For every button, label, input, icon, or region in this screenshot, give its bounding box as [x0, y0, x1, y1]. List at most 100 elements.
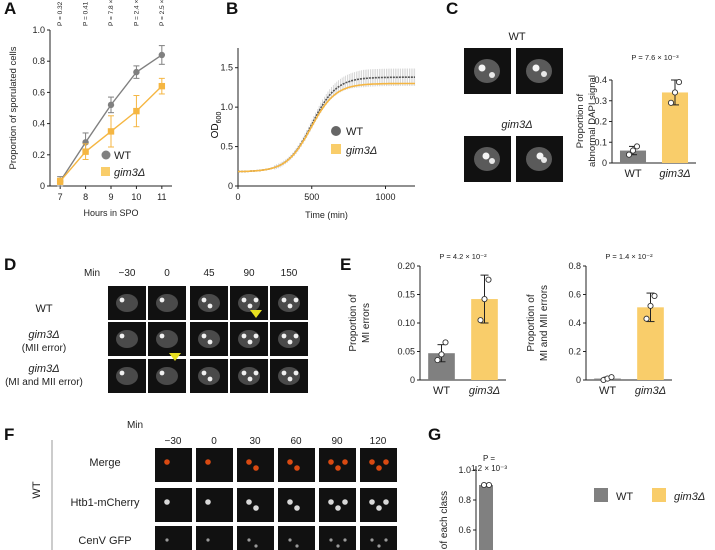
legend-marker-wt — [594, 488, 608, 502]
data-point — [107, 101, 115, 109]
micrograph-tile — [196, 448, 233, 482]
signal-spot — [328, 499, 334, 505]
panel-c-chart: 0 0.1 0.2 0.3 0.4 WT gim3Δ P = 7.6 × 10⁻³ Propor… — [464, 31, 696, 182]
y-tick-label: 0.8 — [458, 495, 471, 505]
x-tick-label: WT — [433, 385, 450, 397]
micrograph-tile — [319, 488, 356, 522]
nucleus-spot — [241, 333, 247, 339]
p-value-label: P = 4.2 × 10⁻² — [439, 252, 487, 261]
replicate-point — [485, 481, 493, 489]
signal-spot — [165, 538, 169, 542]
x-axis-label: Time (min) — [305, 210, 348, 220]
y-axis-label-line2: MI errors — [361, 303, 372, 343]
y-tick-label: 0.4 — [594, 75, 607, 85]
micrograph-tile — [360, 448, 397, 482]
cell-body — [156, 330, 178, 348]
nucleus-spot — [287, 303, 293, 309]
panel-e2-chart: 0 0.2 0.4 0.6 0.8 WT gim3Δ P = 1.4 × 10⁻² Propor… — [526, 252, 672, 397]
timepoint-label: 150 — [281, 268, 298, 279]
panel-e1-chart: 0 0.05 0.10 0.15 0.20 WT gim3Δ P = 4.2 × 10⁻² Pr… — [348, 252, 506, 397]
y-axis-label: OD600 — [210, 112, 223, 139]
y-tick-label: 0.8 — [568, 261, 581, 271]
nucleus-spot — [159, 333, 165, 339]
timepoint-label: 90 — [331, 436, 343, 447]
signal-spot — [335, 505, 341, 511]
nucleus-spot — [159, 297, 165, 303]
x-tick-label: 1000 — [375, 192, 395, 202]
nucleus-spot — [207, 339, 213, 345]
y-tick-label: 0.05 — [397, 347, 415, 357]
nucleus-spot — [159, 370, 165, 376]
cell-body — [526, 59, 552, 83]
nucleus-spot — [541, 157, 547, 163]
replicate-point — [633, 143, 641, 150]
nucleus-spot — [293, 370, 299, 376]
y-axis-label-line1: Proportion of — [526, 294, 537, 351]
nucleus-spot — [478, 64, 486, 72]
nucleus-spot — [247, 303, 253, 309]
data-point — [107, 128, 115, 135]
nucleus-spot — [536, 152, 544, 160]
p-value-line1: P = — [483, 454, 495, 463]
y-tick-label: 0.4 — [568, 318, 581, 328]
replicate-point — [651, 292, 658, 299]
nucleus-spot — [201, 370, 207, 376]
replicate-point — [477, 317, 484, 324]
nucleus-spot — [119, 333, 125, 339]
cell-body — [156, 367, 178, 385]
data-point — [158, 51, 166, 59]
cell-body — [198, 367, 220, 385]
nucleus-spot — [489, 72, 495, 78]
replicate-point — [434, 356, 441, 364]
nucleus-spot — [207, 303, 213, 309]
row-label-1: Htb1-mCherry — [70, 497, 140, 509]
legend-label-gim3: gim3Δ — [114, 167, 145, 179]
x-tick-label: WT — [599, 385, 616, 397]
replicate-point — [675, 79, 683, 86]
signal-spot — [376, 505, 382, 511]
micrograph-tile — [155, 448, 192, 482]
replicate-point — [480, 481, 488, 489]
timepoint-label: 30 — [249, 436, 261, 447]
signal-spot — [254, 544, 258, 548]
signal-spot — [287, 459, 293, 465]
y-tick-label: 0.2 — [32, 150, 45, 160]
legend-label-wt: WT — [346, 126, 363, 138]
nucleus-spot — [201, 297, 207, 303]
x-tick-label: 7 — [58, 192, 63, 202]
replicate-point — [667, 99, 675, 106]
min-label: Min — [127, 420, 143, 431]
row-label-mi-mii-error: (MI and MII error) — [5, 377, 83, 388]
cell-body — [116, 367, 138, 385]
signal-spot — [206, 538, 210, 542]
micrograph-tile — [155, 488, 192, 522]
panel-g-chart: 0.6 0.8 1.0 P =1.2 × 10⁻³ of each class WT gim… — [439, 454, 705, 550]
nucleus-spot — [201, 333, 207, 339]
data-point — [133, 107, 140, 115]
nucleus-spot — [247, 376, 253, 382]
y-tick-label: 0.2 — [594, 117, 607, 127]
nucleus-spot — [281, 333, 287, 339]
cell-body — [278, 330, 300, 348]
cell-body — [198, 294, 220, 312]
min-label: Min — [84, 268, 100, 279]
cell-body — [116, 294, 138, 312]
nucleus-spot — [207, 376, 213, 382]
y-tick-label: 0 — [40, 181, 45, 191]
panel-d-micrographs: Min −30 0 45 90 150 WT gim3Δ (MII error) gim3Δ (MI… — [5, 268, 308, 393]
legend-marker-gim3 — [101, 167, 110, 176]
cell-body — [156, 294, 178, 312]
micrograph-tile — [196, 488, 233, 522]
nucleus-spot — [119, 370, 125, 376]
signal-spot — [370, 538, 374, 542]
x-tick-label: gim3Δ — [469, 385, 500, 397]
replicate-point — [629, 147, 637, 154]
nucleus-spot — [293, 333, 299, 339]
p-value-label: P = 2.5 × 10⁻² — [159, 0, 166, 26]
p-value-label: P = 1.4 × 10⁻² — [605, 252, 653, 261]
micrograph-tile — [237, 448, 274, 482]
cell-body — [278, 367, 300, 385]
row-label-wt: WT — [35, 303, 52, 315]
nucleus-spot — [489, 158, 495, 164]
panel-letter-A: A — [4, 0, 16, 18]
